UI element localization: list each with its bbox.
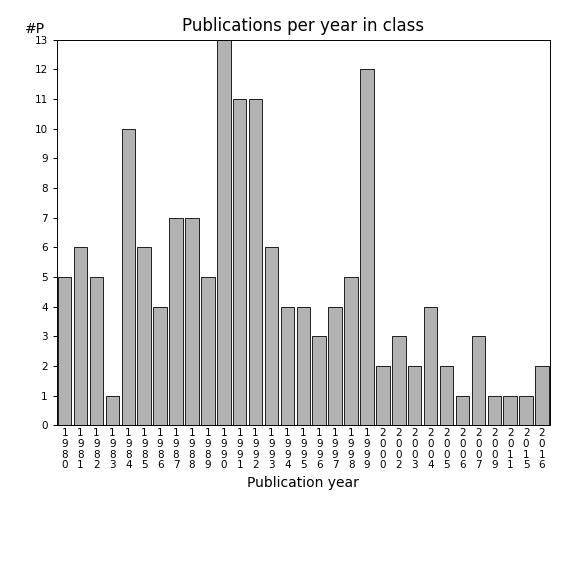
Text: #P: #P: [24, 22, 45, 36]
Bar: [170, 218, 183, 425]
Bar: [121, 129, 135, 425]
Title: Publications per year in class: Publications per year in class: [182, 18, 425, 35]
X-axis label: Publication year: Publication year: [247, 476, 359, 490]
Bar: [472, 336, 485, 425]
Bar: [312, 336, 326, 425]
Bar: [503, 396, 517, 425]
Bar: [249, 99, 263, 425]
Bar: [58, 277, 71, 425]
Bar: [344, 277, 358, 425]
Bar: [408, 366, 421, 425]
Bar: [456, 396, 469, 425]
Bar: [360, 69, 374, 425]
Bar: [297, 307, 310, 425]
Bar: [488, 396, 501, 425]
Bar: [440, 366, 454, 425]
Bar: [328, 307, 342, 425]
Bar: [153, 307, 167, 425]
Bar: [519, 396, 533, 425]
Bar: [535, 366, 549, 425]
Bar: [281, 307, 294, 425]
Bar: [233, 99, 247, 425]
Bar: [201, 277, 215, 425]
Bar: [105, 396, 119, 425]
Bar: [185, 218, 198, 425]
Bar: [137, 247, 151, 425]
Bar: [392, 336, 405, 425]
Bar: [217, 40, 231, 425]
Bar: [376, 366, 390, 425]
Bar: [265, 247, 278, 425]
Bar: [74, 247, 87, 425]
Bar: [424, 307, 437, 425]
Bar: [90, 277, 103, 425]
